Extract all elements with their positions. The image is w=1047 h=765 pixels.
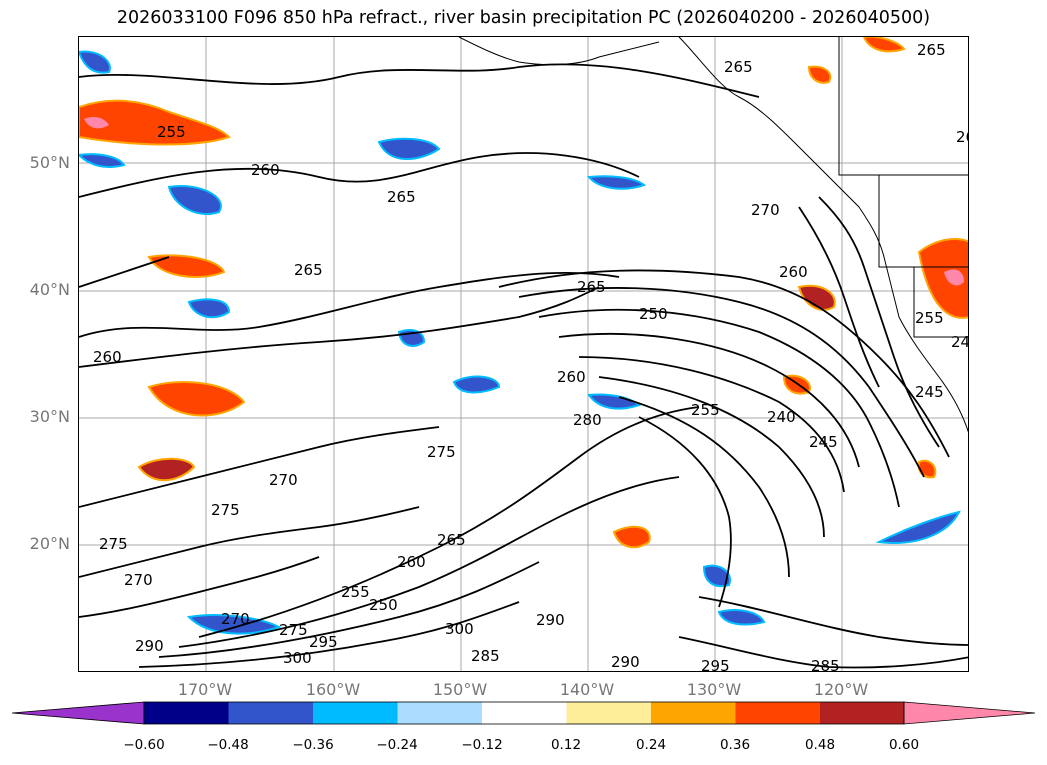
contour-label: 270 [751,201,780,219]
contour-label: 270 [269,471,298,489]
lat-label-50n: 50°N [29,153,70,172]
colorbar-segment [820,702,904,724]
contour-label: 295 [309,633,338,651]
colorbar-outline [143,701,905,725]
contour-label: 240 [951,333,969,351]
graticule [79,37,968,671]
colorbar-tick: −0.60 [123,737,165,753]
colorbar-tick: −0.36 [292,737,334,753]
colorbar-tick: −0.48 [207,737,249,753]
lon-label-140w: 140°W [559,680,615,699]
contour-label: 275 [211,501,240,519]
contour-label: 265 [294,261,323,279]
colorbar [11,701,1036,725]
contour-label: 290 [536,611,565,629]
contour-label: 245 [915,383,944,401]
contour-label: 250 [369,596,398,614]
contour-label: 275 [427,443,456,461]
contour-label: 295 [701,657,730,672]
colorbar-segment [566,702,651,724]
colorbar-segment [735,702,820,724]
lon-label-170w: 170°W [177,680,233,699]
contour-label: 275 [279,621,308,639]
contour-label: 275 [99,535,128,553]
contour-label: 280 [573,411,602,429]
contour-label: 285 [811,657,840,672]
colorbar-segment [313,702,398,724]
contour-labels: 255 260 265 265 265 270 265 250 260 280 … [93,41,969,672]
contour-label: 290 [611,653,640,671]
contour-label: 240 [767,408,796,426]
lat-label-40n: 40°N [29,280,70,299]
contour-label: 285 [471,647,500,665]
contour-label: 270 [221,610,250,628]
contour-label: 245 [809,433,838,451]
contour-label: 250 [639,305,668,323]
colorbar-segment [903,701,1036,725]
contour-label: 265 [577,278,606,296]
map-title: 2026033100 F096 850 hPa refract., river … [116,8,931,28]
contour-label: 260 [557,368,586,386]
colorbar-segment [651,702,736,724]
contour-label: 265 [956,128,969,146]
refractivity-contours [79,63,968,669]
contour-label: 255 [157,123,186,141]
contour-label: 300 [283,649,312,667]
colorbar-tick: 0.12 [550,737,582,753]
precipitation-shading [79,37,968,635]
contour-label: 260 [779,263,808,281]
colorbar-segment [397,702,482,724]
colorbar-segment [144,702,229,724]
colorbar-tick: 0.24 [635,737,667,753]
contour-label: 300 [445,620,474,638]
contour-label: 265 [917,41,946,59]
colorbar-segment [11,701,145,725]
contour-label: 255 [691,401,720,419]
contour-label: 260 [93,348,122,366]
contour-label: 270 [124,571,153,589]
contour-label: 290 [135,637,164,655]
lon-label-150w: 150°W [432,680,488,699]
lon-label-130w: 130°W [686,680,742,699]
lon-label-160w: 160°W [305,680,361,699]
lat-label-20n: 20°N [29,534,70,553]
contour-label: 265 [437,531,466,549]
colorbar-tick: 0.36 [719,737,751,753]
colorbar-tick: −0.12 [461,737,503,753]
colorbar-segment [228,702,313,724]
contour-label: 265 [724,58,753,76]
colorbar-tick: 0.48 [804,737,836,753]
map-panel[interactable]: 255 260 265 265 265 270 265 250 260 280 … [78,36,969,672]
colorbar-tick: 0.60 [888,737,920,753]
lon-label-120w: 120°W [813,680,869,699]
map-canvas: 255 260 265 265 265 270 265 250 260 280 … [79,37,969,672]
state-borders [838,37,968,338]
contour-label: 255 [341,583,370,601]
contour-label: 255 [915,309,944,327]
contour-label: 260 [251,161,280,179]
lat-label-30n: 30°N [29,407,70,426]
contour-label: 260 [397,553,426,571]
colorbar-tick: −0.24 [376,737,418,753]
contour-label: 265 [387,188,416,206]
colorbar-segment [482,702,567,724]
